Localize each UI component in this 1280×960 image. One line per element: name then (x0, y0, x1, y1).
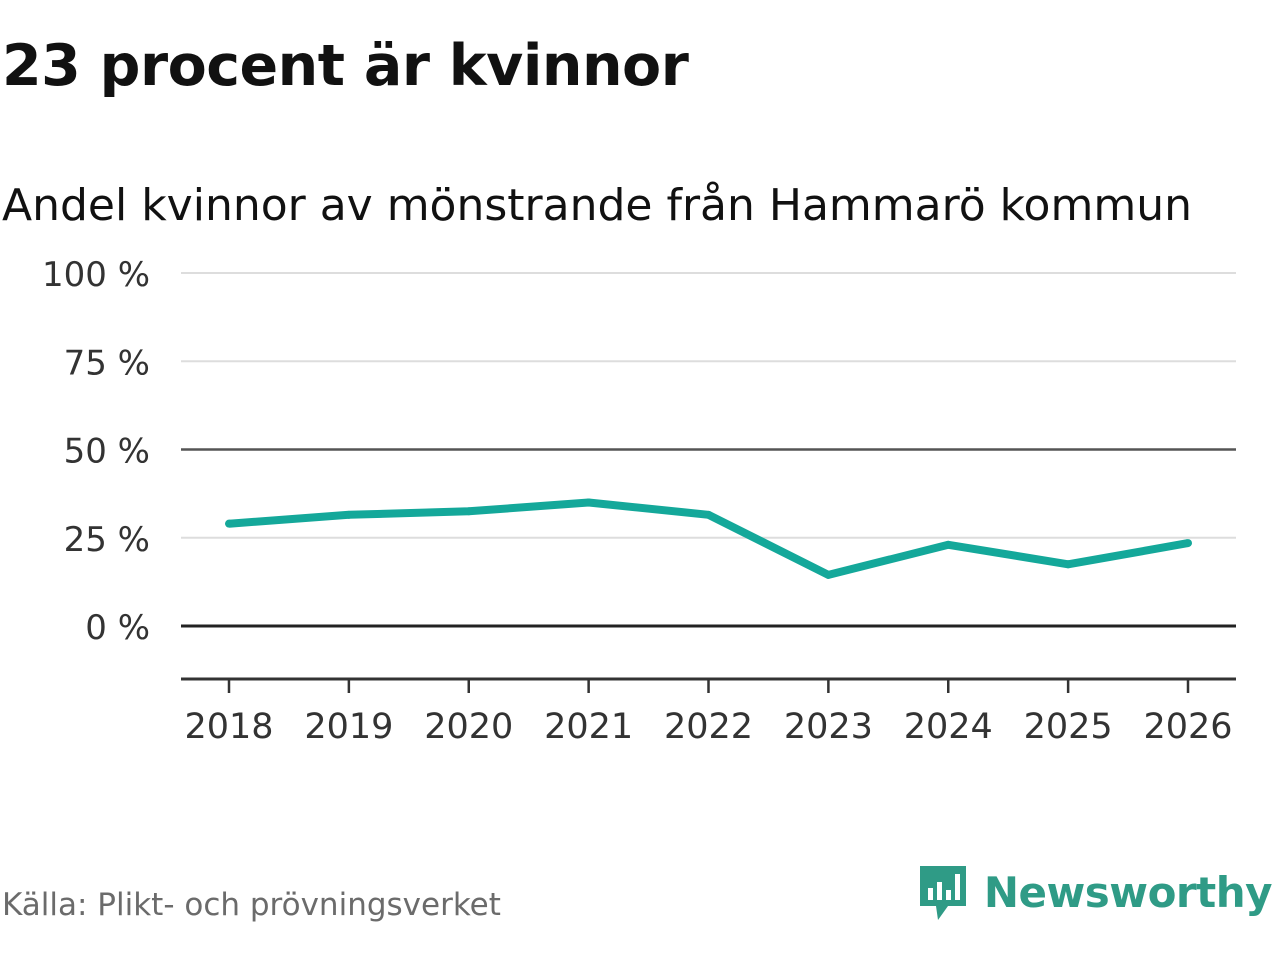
x-tick-label: 2018 (184, 707, 273, 747)
data-point-2025 (1064, 560, 1073, 569)
chart-title: 23 procent är kvinnor (2, 33, 689, 99)
x-tick-label: 2024 (904, 707, 993, 747)
y-tick-label: 25 % (64, 520, 150, 560)
x-tick-label: 2022 (664, 707, 753, 747)
data-point-2019 (344, 510, 353, 519)
brand-name: Newsworthy (983, 868, 1273, 917)
grid-layer (181, 272, 1236, 628)
y-tick-label: 75 % (64, 343, 150, 383)
x-tick-label: 2025 (1024, 707, 1113, 747)
data-point-2024 (944, 540, 953, 549)
label-layer: 0 % 25 % 50 % 75 % 100 % 2018 2019 2020 2021 2022… (42, 255, 1233, 747)
chart-subtitle: Andel kvinnor av mönstrande från Hammarö… (2, 180, 1192, 231)
data-point-2022 (704, 510, 713, 519)
data-point-2023 (824, 570, 833, 579)
series-layer (225, 498, 1192, 579)
y-tick-label: 100 % (42, 255, 150, 295)
brand-logo: Newsworthy (918, 864, 1273, 922)
x-tick-label: 2021 (544, 707, 633, 747)
data-point-2026 (1184, 539, 1192, 548)
y-tick-label: 50 % (64, 432, 150, 472)
x-tick-label: 2020 (424, 707, 513, 747)
x-tick-label: 2023 (784, 707, 873, 747)
source-note: Källa: Plikt- och prövningsverket (2, 887, 501, 923)
x-tick-label: 2026 (1143, 707, 1232, 747)
data-point-2018 (225, 519, 233, 528)
axis-layer (181, 677, 1236, 693)
data-point-2020 (464, 507, 473, 516)
data-point-2021 (584, 498, 593, 507)
newsworthy-logo-icon (919, 866, 966, 920)
y-tick-label: 0 % (85, 608, 150, 648)
x-tick-label: 2019 (304, 707, 393, 747)
